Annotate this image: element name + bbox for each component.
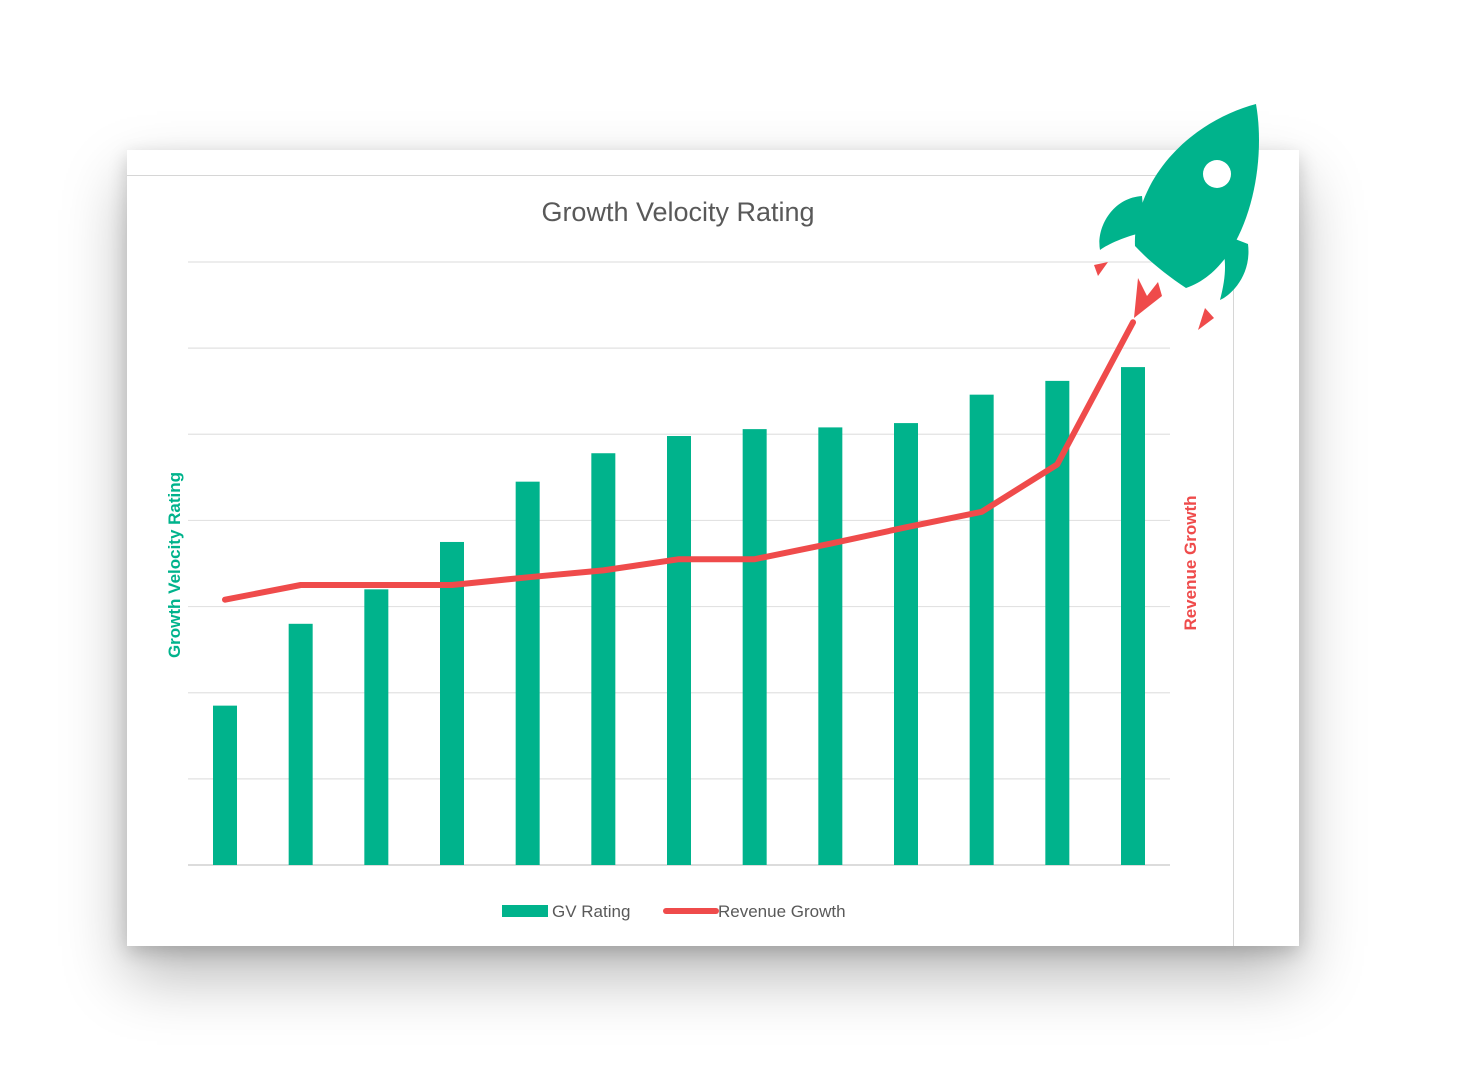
revenue-growth-line-group [222,319,1136,603]
rocket-flame-right [1198,308,1214,330]
bar-gv-rating [591,453,616,865]
bar-gv-rating [969,394,994,865]
bar-gv-rating [515,481,540,865]
rocket-flame-left [1094,262,1108,276]
bar-gv-rating [742,429,767,865]
bar-gv-rating [364,589,389,865]
bar-gv-rating [213,705,237,865]
y-axis-title-right: Revenue Growth [1181,495,1200,630]
legend-label-revenue-growth: Revenue Growth [718,902,846,921]
legend-label-gv-rating: GV Rating [552,902,630,921]
rocket-icon [1094,104,1259,330]
bar-gv-rating [667,436,691,865]
chart-card [127,150,1299,946]
legend: GV Rating Revenue Growth [502,902,846,921]
rocket-window [1203,160,1231,188]
rocket-fin-left [1099,196,1145,250]
bar-gv-rating [440,541,464,865]
chart-title: Growth Velocity Rating [541,197,814,227]
y-axis-title-left: Growth Velocity Rating [165,472,184,658]
bar-gv-rating [894,423,918,865]
bar-gv-rating [1121,367,1145,865]
bar-gv-rating [288,623,313,865]
legend-swatch-gv-rating [502,905,548,917]
bar-gv-rating [818,427,843,865]
rocket-body [1134,104,1259,288]
rocket-flame-main [1134,278,1162,318]
gv-rating-bars [213,367,1145,865]
